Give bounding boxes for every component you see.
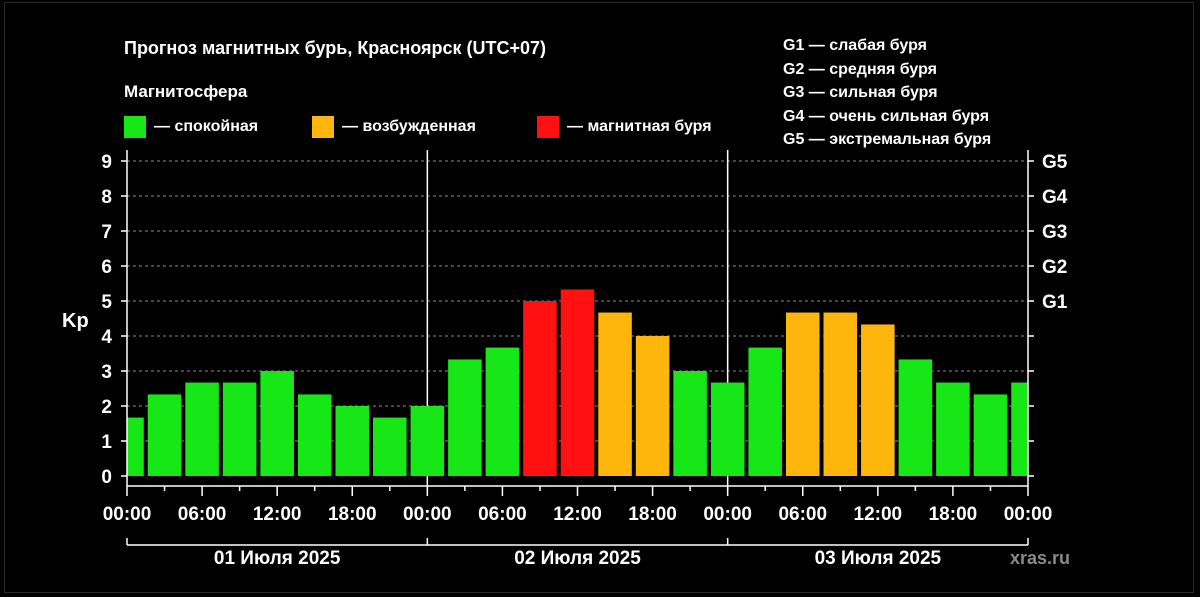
bar-9 [448, 359, 482, 476]
y-tick-label-8: 8 [101, 187, 112, 208]
bar-7 [373, 417, 407, 476]
bar-14 [635, 336, 670, 476]
y-tick-label-4: 4 [101, 327, 112, 348]
x-tick-label-7: 18:00 [628, 504, 677, 525]
x-tick-label-0: 00:00 [103, 504, 152, 525]
bar-6 [335, 406, 370, 476]
legend-label-quiet: — спокойная [154, 118, 259, 135]
y-tick-label-6: 6 [101, 257, 112, 278]
bar-0 [127, 417, 144, 476]
chart-title: Прогноз магнитных бурь, Красноярск (UTC+… [124, 38, 546, 58]
legend-swatch-disturbed [312, 116, 334, 138]
bar-5 [297, 394, 332, 476]
g-tick-label-g2: G2 [1042, 257, 1067, 278]
y-tick-label-9: 9 [101, 152, 112, 173]
x-tick-label-2: 12:00 [253, 504, 302, 525]
bar-1 [147, 394, 182, 476]
x-tick-label-12: 00:00 [1004, 504, 1053, 525]
g-tick-label-g4: G4 [1042, 187, 1068, 208]
y-tick-label-2: 2 [101, 397, 112, 418]
bar-3 [222, 382, 257, 476]
g-legend-g3: G3 — сильная буря [783, 84, 938, 101]
bar-10 [485, 347, 520, 476]
legend-item-quiet: — спокойная [124, 116, 258, 138]
legend-item-storm: — магнитная буря [537, 116, 712, 138]
g-tick-label-g3: G3 [1042, 222, 1067, 243]
y-tick-label-7: 7 [101, 222, 112, 243]
x-tick-label-11: 18:00 [929, 504, 978, 525]
x-tick-label-9: 06:00 [778, 504, 827, 525]
g-tick-label-g1: G1 [1042, 292, 1068, 313]
g-legend-g5: G5 — экстремальная буря [783, 131, 992, 148]
bar-23 [973, 394, 1008, 476]
y-tick-label-5: 5 [101, 292, 112, 313]
bar-15 [673, 371, 707, 476]
legend-label-disturbed: — возбужденная [342, 118, 476, 135]
g-tick-label-g5: G5 [1042, 152, 1068, 173]
watermark: xras.ru [1010, 548, 1071, 568]
day-label-2: 03 Июля 2025 [815, 548, 942, 569]
day-label-0: 01 Июля 2025 [214, 548, 341, 569]
bar-13 [598, 312, 632, 476]
bar-4 [260, 371, 294, 476]
legend-swatch-quiet [124, 116, 146, 138]
x-tick-label-1: 06:00 [178, 504, 227, 525]
x-tick-label-3: 18:00 [328, 504, 377, 525]
image-frame [4, 2, 1194, 593]
bar-2 [185, 382, 219, 476]
bar-22 [936, 382, 970, 476]
y-tick-label-1: 1 [101, 432, 112, 453]
bar-12 [560, 289, 595, 476]
legend-title: Магнитосфера [124, 82, 248, 101]
g-legend-g1: G1 — слабая буря [783, 37, 928, 54]
bar-11 [523, 301, 557, 476]
g-legend-g4: G4 — очень сильная буря [783, 107, 990, 125]
y-tick-label-3: 3 [101, 362, 112, 383]
y-tick-label-0: 0 [101, 467, 112, 488]
legend-label-storm: — магнитная буря [567, 118, 712, 135]
x-tick-label-6: 12:00 [553, 504, 602, 525]
legend-item-disturbed: — возбужденная [312, 116, 476, 138]
legend-swatch-storm [537, 116, 559, 138]
x-tick-label-10: 12:00 [854, 504, 903, 525]
x-tick-label-4: 00:00 [403, 504, 452, 525]
bar-8 [410, 406, 445, 476]
bar-21 [898, 359, 933, 476]
bar-20 [861, 324, 895, 476]
x-tick-label-8: 00:00 [703, 504, 752, 525]
g-scale-legend: G1 — слабая буря G2 — средняя буря G3 — … [783, 34, 991, 152]
x-tick-label-5: 06:00 [478, 504, 527, 525]
day-label-1: 02 Июля 2025 [514, 548, 641, 569]
bar-24 [1011, 382, 1028, 476]
bar-18 [785, 312, 820, 476]
g-legend-g2: G2 — средняя буря [783, 60, 937, 78]
bar-16 [710, 382, 745, 476]
y-axis-label: Kp [62, 310, 89, 332]
bar-19 [823, 312, 858, 476]
bar-17 [748, 347, 782, 476]
